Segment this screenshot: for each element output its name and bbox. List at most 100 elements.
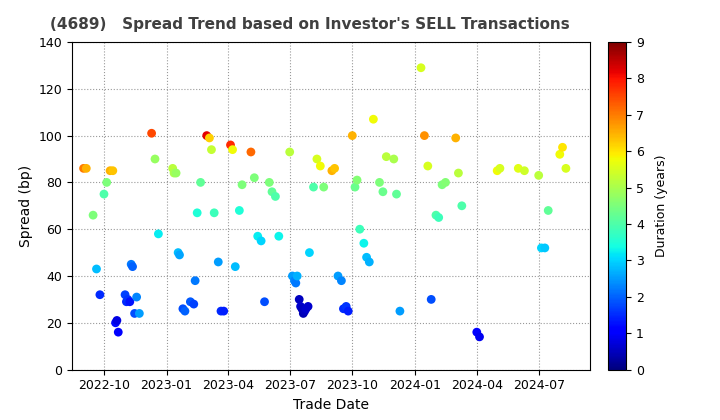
Point [112,329,124,336]
Point [172,249,184,256]
Point [539,244,551,251]
Point [492,167,503,174]
Point [536,244,547,251]
Point [120,291,131,298]
Point [127,263,138,270]
Point [78,165,89,172]
Point [248,174,260,181]
Point [125,261,137,268]
Point [557,144,568,151]
Point [533,172,544,179]
Point [358,240,369,247]
Text: (4689)   Spread Trend based on Investor's SELL Transactions: (4689) Spread Trend based on Investor's … [50,17,570,32]
Y-axis label: Spread (bp): Spread (bp) [19,165,33,247]
Point [422,163,433,169]
Point [513,165,524,172]
Point [94,291,106,298]
Point [418,132,430,139]
Point [177,305,189,312]
Point [518,167,530,174]
Point [368,116,379,123]
Point [381,153,392,160]
Point [91,265,102,272]
Point [273,233,284,239]
Point [252,233,264,239]
Point [246,149,257,155]
Point [284,149,295,155]
Point [124,298,135,305]
Point [377,189,389,195]
Point [258,298,270,305]
Point [146,130,158,136]
Point [456,202,467,209]
Point [415,64,427,71]
Point [554,151,565,158]
Point [266,189,278,195]
Point [394,308,405,315]
Point [431,212,442,218]
Point [227,146,238,153]
Point [121,298,132,305]
Point [174,252,185,258]
Point [129,310,140,317]
Point [326,167,338,174]
Point [109,320,121,326]
Point [292,273,303,279]
Y-axis label: Duration (years): Duration (years) [655,155,668,257]
Point [256,238,267,244]
Point [98,191,109,197]
Point [236,181,248,188]
Point [270,193,282,200]
Point [233,207,245,214]
Point [149,156,161,163]
Point [388,156,400,163]
Point [289,277,300,284]
Point [296,305,307,312]
X-axis label: Trade Date: Trade Date [293,398,369,412]
Point [354,226,366,233]
Point [230,263,241,270]
Point [341,303,352,310]
Point [204,134,215,141]
Point [290,280,302,286]
Point [315,163,326,169]
Point [361,254,372,261]
Point [450,134,462,141]
Point [294,296,305,303]
Point [332,273,343,279]
Point [206,146,217,153]
Point [171,170,182,176]
Point [440,179,451,186]
Point [131,294,143,300]
Point [318,184,330,190]
Point [304,249,315,256]
Point [87,212,99,218]
Point [351,177,363,184]
Point [104,167,116,174]
Point [212,259,224,265]
Point [122,296,133,303]
Point [179,308,191,315]
Point [297,310,309,317]
Point [338,305,349,312]
Point [208,210,220,216]
Point [364,259,375,265]
Point [336,277,347,284]
Point [542,207,554,214]
Point [215,308,227,315]
Point [184,298,196,305]
Point [329,165,341,172]
Point [134,310,145,317]
Point [81,165,92,172]
Point [201,132,212,139]
Point [218,308,230,315]
Point [107,167,119,174]
Point [453,170,464,176]
Point [101,179,112,186]
Point [153,231,164,237]
Point [302,303,314,310]
Point [225,142,236,148]
Point [294,303,306,310]
Point [311,156,323,163]
Point [391,191,402,197]
